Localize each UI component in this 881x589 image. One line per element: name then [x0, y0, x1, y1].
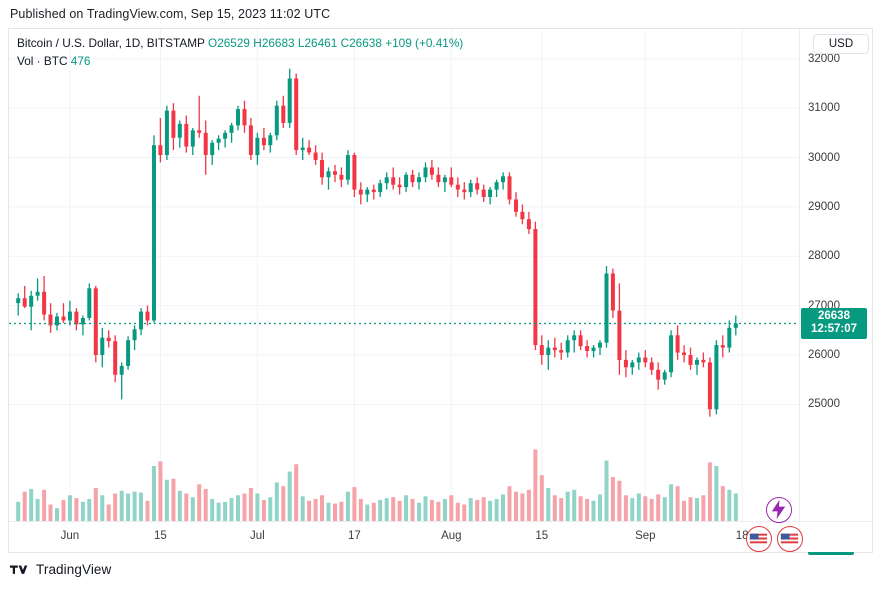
price-axis[interactable]: 32000 31000 30000 29000 28000 27000 26000 25000… — [799, 29, 872, 555]
legend-open: O26529 — [208, 36, 250, 50]
price-axis-tick: 30000 — [808, 151, 840, 164]
footer-brand: TradingView — [10, 562, 111, 577]
legend-symbol[interactable]: Bitcoin / U.S. Dollar, 1D, BITSTAMP — [17, 36, 205, 50]
current-price-value: 26638 — [818, 309, 850, 322]
us-flag-event-icon-2[interactable] — [777, 526, 803, 552]
tradingview-wordmark: TradingView — [36, 562, 112, 577]
legend-change: +109 (+0.41%) — [385, 36, 464, 50]
time-axis-tick: Jul — [250, 530, 265, 542]
time-axis-tick: 18 — [735, 530, 749, 542]
legend-low: L26461 — [297, 36, 338, 50]
price-axis-tick: 26000 — [808, 349, 840, 361]
time-axis[interactable]: Jun 15 Jul 17 Aug 15 Sep 18 — [9, 521, 872, 552]
price-axis-tick: 25000 — [808, 398, 840, 411]
us-flag-event-icon-1[interactable] — [746, 526, 772, 552]
price-axis-tick: 28000 — [808, 250, 840, 263]
time-axis-tick: Aug — [441, 530, 462, 542]
currency-selector-button[interactable]: USD — [813, 34, 869, 54]
time-axis-tick: Sep — [635, 530, 656, 542]
economic-event-bolt-icon[interactable] — [766, 497, 792, 523]
legend-high: H26683 — [253, 36, 295, 50]
price-axis-tick: 31000 — [808, 102, 840, 115]
legend-volume-label: Vol · BTC — [17, 54, 68, 68]
price-axis-tick: 32000 — [808, 52, 840, 65]
tradingview-logo-icon — [10, 565, 28, 574]
time-axis-tick: 15 — [153, 530, 167, 542]
price-pane[interactable] — [9, 29, 800, 522]
time-axis-tick: 17 — [347, 530, 361, 542]
time-axis-tick: 15 — [535, 530, 549, 542]
chart-frame: Bitcoin / U.S. Dollar, 1D, BITSTAMP O265… — [8, 28, 873, 555]
legend-volume-value: 476 — [70, 54, 91, 68]
current-price-countdown: 12:57:07 — [810, 322, 858, 335]
chart-legend: Bitcoin / U.S. Dollar, 1D, BITSTAMP O265… — [17, 35, 463, 69]
legend-close: C26638 — [340, 36, 382, 50]
price-axis-tick: 29000 — [808, 200, 840, 213]
current-price-tag: 26638 12:57:07 — [801, 307, 867, 339]
time-axis-tick: Jun — [60, 530, 80, 542]
published-caption: Published on TradingView.com, Sep 15, 20… — [10, 7, 331, 21]
candlestick-plot — [9, 29, 800, 522]
